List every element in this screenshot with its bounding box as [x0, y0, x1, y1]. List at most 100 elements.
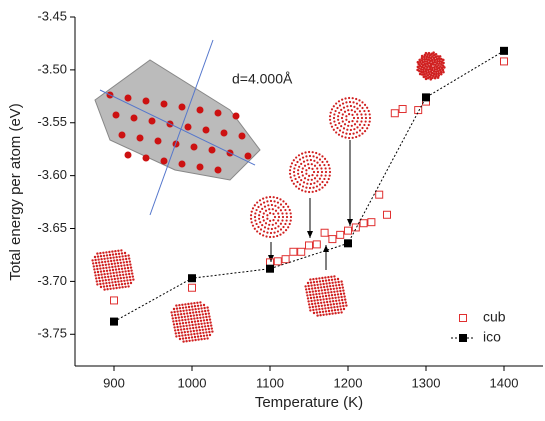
cluster-atom [341, 99, 343, 101]
cluster-atom [96, 280, 98, 282]
cluster-atom [201, 326, 203, 328]
cluster-atom [325, 279, 327, 281]
cluster-atom [308, 191, 310, 193]
cluster-atom [314, 177, 316, 179]
cluster-atom [334, 312, 336, 314]
cluster-atom [313, 284, 315, 286]
cluster-atom [203, 304, 205, 306]
cluster-atom [194, 308, 196, 310]
cluster-atom [254, 228, 256, 230]
cluster-atom [310, 300, 312, 302]
cluster-atom [361, 117, 363, 119]
y-tick-label: -3.70 [37, 273, 67, 288]
cluster-atom [312, 191, 314, 193]
cluster-atom [308, 151, 310, 153]
cluster-atom [277, 225, 279, 227]
cluster-atom [185, 322, 187, 324]
cluster-atom [309, 155, 311, 157]
cluster-atom [265, 210, 267, 212]
cluster-atom [361, 133, 363, 135]
cluster-atom [124, 267, 126, 269]
cluster-atom [290, 166, 292, 168]
cluster-atom [130, 282, 132, 284]
cluster-atom [191, 308, 193, 310]
cluster-atom [352, 101, 354, 103]
cluster-atom [118, 283, 120, 285]
cluster-atom [312, 309, 314, 311]
cluster-atom [347, 109, 349, 111]
cluster-atom [338, 112, 340, 114]
cluster-atom [178, 335, 180, 337]
cluster-atom [104, 261, 106, 263]
cluster-atom [202, 329, 204, 331]
y-tick-label: -3.45 [37, 8, 67, 23]
cluster-atom [100, 270, 102, 272]
cluster-atom [287, 206, 289, 208]
cluster-atom [312, 293, 314, 295]
cluster-atom [194, 339, 196, 341]
cluster-atom [304, 190, 306, 192]
cluster-atom [193, 302, 195, 304]
cluster-atom [124, 252, 126, 254]
cluster-atom [120, 249, 122, 251]
crystal-atom [137, 135, 144, 142]
cluster-atom [277, 212, 279, 214]
cluster-atom [418, 59, 421, 62]
cluster-atom [329, 285, 331, 287]
cluster-atom [290, 219, 292, 221]
cluster-atom [319, 164, 321, 166]
cluster-atom [282, 206, 284, 208]
cluster-atom [99, 280, 101, 282]
crystal-atom [191, 144, 198, 151]
cluster-atom [259, 199, 261, 201]
cluster-atom [318, 293, 320, 295]
cluster-atom [197, 338, 199, 340]
y-tick-label: -3.50 [37, 61, 67, 76]
cluster-atom [108, 282, 110, 284]
cluster-atom [319, 183, 321, 185]
cluster-atom [266, 200, 268, 202]
data-point [290, 248, 297, 255]
cluster-atom [344, 97, 346, 99]
cluster-atom [281, 212, 283, 214]
cluster-atom [208, 328, 210, 330]
cluster-atom [123, 277, 125, 279]
cluster-atom [339, 302, 341, 304]
cluster-atom [106, 285, 108, 287]
cluster-atom [103, 270, 105, 272]
data-point [368, 219, 375, 226]
cluster-atom [327, 307, 329, 309]
cluster-atom [205, 316, 207, 318]
cluster-atom [263, 201, 265, 203]
cluster-atom [198, 326, 200, 328]
cluster-atom [187, 315, 189, 317]
cluster-atom [343, 292, 345, 294]
cluster-atom [118, 253, 120, 255]
cluster-atom [272, 224, 274, 226]
cluster-atom [106, 288, 108, 290]
cluster-atom [359, 110, 361, 112]
cluster-atom [181, 316, 183, 318]
data-point [345, 240, 352, 247]
x-tick-label: 1300 [412, 375, 441, 390]
cluster-atom [333, 303, 335, 305]
cluster-atom [180, 313, 182, 315]
cluster-atom [282, 216, 284, 218]
data-point [337, 231, 344, 238]
data-point [306, 242, 313, 249]
cluster-atom [309, 306, 311, 308]
cluster-atom [319, 311, 321, 313]
cluster-atom [329, 119, 331, 121]
crystal-atom [179, 161, 186, 168]
cluster-atom [94, 259, 96, 261]
cluster-atom [268, 224, 270, 226]
cluster-atom [350, 105, 352, 107]
y-tick-label: -3.55 [37, 114, 67, 129]
cluster-atom [321, 308, 323, 310]
cluster-atom [202, 313, 204, 315]
cluster-atom [294, 178, 296, 180]
cluster-atom [316, 299, 318, 301]
cluster-atom [121, 283, 123, 285]
cluster-atom [325, 313, 327, 315]
cluster-atom [308, 288, 310, 290]
